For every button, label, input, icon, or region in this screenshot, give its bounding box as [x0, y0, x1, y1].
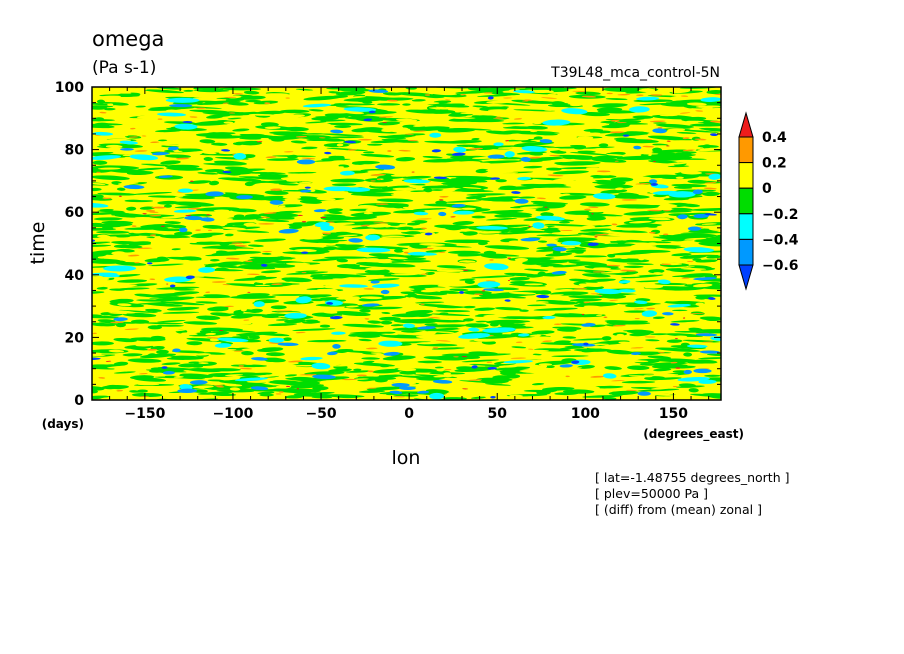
field-green-streaks	[92, 87, 721, 400]
colorbar-label: 0	[762, 181, 772, 197]
y-tick-label: 20	[65, 330, 85, 346]
x-tick-label: −50	[305, 406, 336, 422]
colorbar-label: 0.2	[762, 156, 787, 172]
colorbar-band	[738, 238, 754, 266]
x-axis-unit: (degrees_east)	[643, 427, 744, 442]
omega-field	[92, 87, 721, 400]
y-axis-label: time	[27, 222, 49, 265]
colorbar-label: −0.2	[762, 207, 799, 223]
x-tick-label: −100	[212, 406, 253, 422]
chart-units: (Pa s-1)	[92, 58, 156, 78]
field-cyan-blobs	[92, 90, 721, 400]
field-red-streaks	[105, 122, 686, 390]
x-tick-label: 150	[659, 406, 688, 422]
colorbar-label: −0.4	[762, 232, 799, 248]
field-lightblue-blobs	[113, 89, 720, 396]
run-label: T39L48_mca_control-5N	[550, 65, 720, 81]
x-axis-label: lon	[392, 447, 421, 469]
colorbar-label: −0.6	[762, 258, 799, 274]
colorbar-label: 0.4	[762, 130, 787, 146]
y-tick-label: 80	[65, 143, 85, 159]
colorbar-band	[738, 136, 754, 164]
x-axis: −150 −100 −50 0 50 100 150	[109, 87, 710, 422]
y-tick-label: 0	[74, 393, 84, 409]
annotation-plev: [ plev=50000 Pa ]	[595, 486, 708, 501]
annotation-diff: [ (diff) from (mean) zonal ]	[595, 502, 762, 517]
field-orange-streaks	[92, 90, 721, 398]
annotation-lat: [ lat=-1.48755 degrees_north ]	[595, 470, 789, 485]
colorbar-band	[738, 213, 754, 240]
x-tick-label: −150	[124, 406, 165, 422]
x-tick-label: 0	[404, 406, 414, 422]
y-tick-label: 100	[55, 80, 84, 96]
colorbar-bottom-arrow	[738, 264, 754, 291]
colorbar: 0.4 0.2 0 −0.2 −0.4 −0.6	[738, 111, 799, 291]
y-axis: 0 20 40 60 80 100	[55, 80, 721, 409]
field-blue-cores	[92, 96, 718, 399]
y-axis-unit: (days)	[42, 417, 84, 431]
annotations: [ lat=-1.48755 degrees_north ] [ plev=50…	[595, 470, 789, 517]
x-tick-label: 100	[571, 406, 600, 422]
colorbar-band	[738, 187, 754, 215]
y-tick-label: 40	[65, 268, 85, 284]
colorbar-band	[738, 162, 754, 189]
chart-title: omega	[92, 27, 164, 51]
x-tick-label: 50	[487, 406, 507, 422]
y-tick-label: 60	[65, 205, 85, 221]
colorbar-top-arrow	[738, 111, 754, 138]
